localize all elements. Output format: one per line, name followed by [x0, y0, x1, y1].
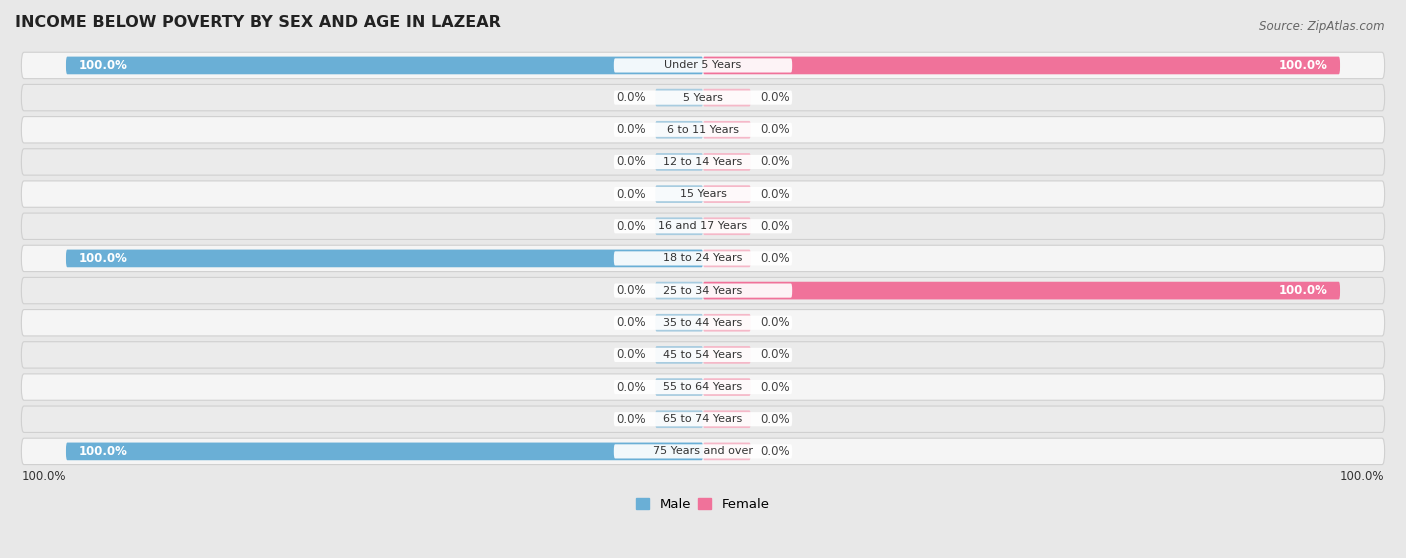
Text: 25 to 34 Years: 25 to 34 Years [664, 286, 742, 296]
FancyBboxPatch shape [21, 341, 1385, 368]
Text: 100.0%: 100.0% [21, 470, 66, 483]
FancyBboxPatch shape [21, 117, 1385, 143]
Text: Source: ZipAtlas.com: Source: ZipAtlas.com [1260, 20, 1385, 32]
Text: 12 to 14 Years: 12 to 14 Years [664, 157, 742, 167]
Text: INCOME BELOW POVERTY BY SEX AND AGE IN LAZEAR: INCOME BELOW POVERTY BY SEX AND AGE IN L… [15, 15, 501, 30]
Text: 0.0%: 0.0% [761, 413, 790, 426]
Text: 0.0%: 0.0% [761, 220, 790, 233]
Text: 0.0%: 0.0% [761, 348, 790, 362]
FancyBboxPatch shape [614, 123, 792, 137]
FancyBboxPatch shape [21, 277, 1385, 304]
Text: 0.0%: 0.0% [616, 156, 645, 169]
Legend: Male, Female: Male, Female [631, 493, 775, 516]
FancyBboxPatch shape [703, 56, 1340, 74]
Text: 0.0%: 0.0% [761, 156, 790, 169]
FancyBboxPatch shape [21, 374, 1385, 400]
FancyBboxPatch shape [655, 89, 703, 107]
Text: 18 to 24 Years: 18 to 24 Years [664, 253, 742, 263]
FancyBboxPatch shape [703, 314, 751, 331]
FancyBboxPatch shape [703, 249, 751, 267]
Text: 75 Years and over: 75 Years and over [652, 446, 754, 456]
Text: 0.0%: 0.0% [761, 123, 790, 136]
Text: 6 to 11 Years: 6 to 11 Years [666, 125, 740, 135]
FancyBboxPatch shape [21, 181, 1385, 207]
FancyBboxPatch shape [614, 283, 792, 297]
FancyBboxPatch shape [66, 442, 703, 460]
FancyBboxPatch shape [21, 438, 1385, 465]
FancyBboxPatch shape [21, 406, 1385, 432]
Text: 0.0%: 0.0% [761, 381, 790, 393]
Text: 100.0%: 100.0% [79, 59, 128, 72]
Text: 0.0%: 0.0% [761, 91, 790, 104]
Text: Under 5 Years: Under 5 Years [665, 60, 741, 70]
FancyBboxPatch shape [614, 155, 792, 169]
FancyBboxPatch shape [703, 153, 751, 171]
FancyBboxPatch shape [703, 89, 751, 107]
Text: 0.0%: 0.0% [616, 187, 645, 200]
FancyBboxPatch shape [614, 187, 792, 201]
Text: 0.0%: 0.0% [616, 348, 645, 362]
FancyBboxPatch shape [655, 185, 703, 203]
Text: 0.0%: 0.0% [616, 381, 645, 393]
FancyBboxPatch shape [703, 410, 751, 428]
FancyBboxPatch shape [614, 444, 792, 459]
Text: 16 and 17 Years: 16 and 17 Years [658, 222, 748, 231]
Text: 45 to 54 Years: 45 to 54 Years [664, 350, 742, 360]
Text: 0.0%: 0.0% [761, 187, 790, 200]
FancyBboxPatch shape [703, 442, 751, 460]
Text: 0.0%: 0.0% [616, 91, 645, 104]
FancyBboxPatch shape [614, 348, 792, 362]
FancyBboxPatch shape [703, 378, 751, 396]
Text: 100.0%: 100.0% [79, 252, 128, 265]
FancyBboxPatch shape [655, 121, 703, 138]
FancyBboxPatch shape [21, 52, 1385, 79]
FancyBboxPatch shape [655, 346, 703, 364]
Text: 65 to 74 Years: 65 to 74 Years [664, 414, 742, 424]
FancyBboxPatch shape [614, 316, 792, 330]
FancyBboxPatch shape [21, 213, 1385, 239]
FancyBboxPatch shape [655, 314, 703, 331]
FancyBboxPatch shape [66, 56, 703, 74]
FancyBboxPatch shape [703, 282, 1340, 300]
FancyBboxPatch shape [66, 249, 703, 267]
Text: 100.0%: 100.0% [1278, 59, 1327, 72]
FancyBboxPatch shape [21, 245, 1385, 272]
FancyBboxPatch shape [655, 378, 703, 396]
Text: 0.0%: 0.0% [761, 445, 790, 458]
Text: 0.0%: 0.0% [616, 123, 645, 136]
FancyBboxPatch shape [655, 153, 703, 171]
FancyBboxPatch shape [655, 410, 703, 428]
FancyBboxPatch shape [614, 251, 792, 266]
Text: 0.0%: 0.0% [616, 284, 645, 297]
Text: 0.0%: 0.0% [616, 413, 645, 426]
Text: 0.0%: 0.0% [761, 252, 790, 265]
FancyBboxPatch shape [614, 380, 792, 394]
FancyBboxPatch shape [655, 282, 703, 300]
Text: 35 to 44 Years: 35 to 44 Years [664, 318, 742, 328]
FancyBboxPatch shape [614, 59, 792, 73]
FancyBboxPatch shape [21, 149, 1385, 175]
Text: 0.0%: 0.0% [616, 316, 645, 329]
Text: 100.0%: 100.0% [1340, 470, 1385, 483]
Text: 100.0%: 100.0% [79, 445, 128, 458]
Text: 0.0%: 0.0% [616, 220, 645, 233]
FancyBboxPatch shape [614, 90, 792, 105]
FancyBboxPatch shape [703, 218, 751, 235]
FancyBboxPatch shape [21, 310, 1385, 336]
FancyBboxPatch shape [703, 185, 751, 203]
FancyBboxPatch shape [655, 218, 703, 235]
Text: 0.0%: 0.0% [761, 316, 790, 329]
FancyBboxPatch shape [703, 121, 751, 138]
Text: 100.0%: 100.0% [1278, 284, 1327, 297]
Text: 55 to 64 Years: 55 to 64 Years [664, 382, 742, 392]
FancyBboxPatch shape [21, 84, 1385, 111]
FancyBboxPatch shape [703, 346, 751, 364]
Text: 5 Years: 5 Years [683, 93, 723, 103]
Text: 15 Years: 15 Years [679, 189, 727, 199]
FancyBboxPatch shape [614, 412, 792, 426]
FancyBboxPatch shape [614, 219, 792, 233]
